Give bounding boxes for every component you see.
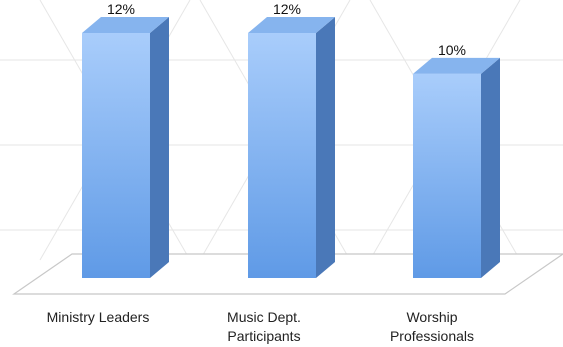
bar-front	[82, 33, 150, 278]
category-label: Ministry Leaders	[46, 309, 150, 325]
bar-top	[413, 57, 500, 74]
bar	[248, 17, 335, 278]
bar-top	[248, 17, 335, 33]
data-label: 10%	[438, 42, 466, 58]
bar-side	[150, 17, 169, 278]
data-label: 12%	[107, 1, 135, 17]
category-label: Worship Professionals	[389, 309, 475, 344]
bar	[82, 17, 169, 278]
data-label: 12%	[273, 1, 301, 17]
category-label: Music Dept. Participants	[227, 309, 301, 344]
data-labels: 12% 12% 10%	[107, 1, 466, 58]
bar-side	[481, 57, 500, 279]
bars	[82, 17, 500, 279]
bar-top	[82, 17, 169, 33]
bar-front	[413, 73, 481, 278]
bar-side	[316, 17, 335, 278]
bar	[413, 57, 500, 279]
bar-front	[248, 33, 316, 278]
